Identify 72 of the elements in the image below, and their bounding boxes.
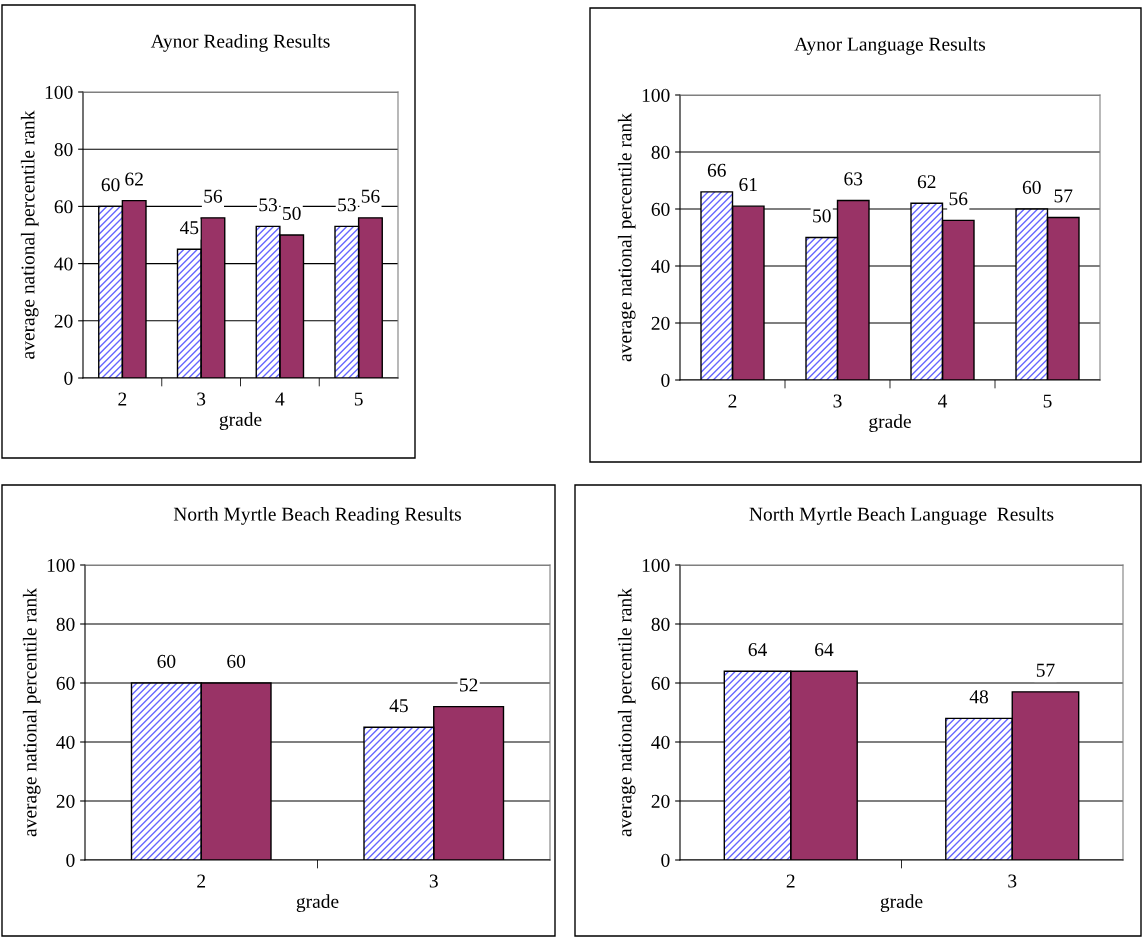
data-label: 56 (949, 192, 968, 206)
data-label: 53 (338, 198, 356, 212)
data-label: 66 (707, 163, 726, 177)
y-tick-label: 20 (54, 314, 73, 328)
x-tick-label: 2 (118, 392, 127, 406)
chart-title: North Myrtle Beach Language Results (749, 507, 1054, 525)
x-axis-title: grade (219, 412, 262, 430)
x-axis-title: grade (869, 414, 911, 432)
y-tick-label: 0 (661, 373, 670, 387)
data-label: 64 (748, 643, 767, 657)
data-label: 53 (259, 198, 278, 212)
y-tick-label: 80 (56, 617, 75, 631)
x-tick-label: 3 (833, 394, 842, 408)
y-tick-label: 100 (47, 558, 75, 572)
x-tick-label: 5 (1043, 394, 1052, 408)
x-tick-label: 3 (197, 392, 206, 406)
x-tick-label: 4 (275, 392, 285, 406)
data-label: 62 (125, 172, 143, 186)
y-tick-label: 80 (651, 145, 670, 159)
y-tick-label: 40 (56, 735, 75, 749)
x-tick-label: 2 (197, 874, 206, 888)
y-axis-title: average national percentile rank (22, 588, 41, 837)
data-label: 62 (917, 175, 936, 189)
y-axis-title: average national percentile rank (20, 110, 39, 359)
data-label: 45 (179, 221, 199, 235)
data-label: 60 (101, 178, 120, 192)
y-tick-label: 20 (651, 794, 670, 808)
y-tick-label: 20 (651, 316, 670, 330)
y-tick-label: 80 (54, 143, 73, 157)
x-tick-label: 3 (1008, 874, 1017, 888)
data-label: 56 (204, 189, 223, 203)
y-tick-label: 0 (64, 371, 73, 385)
chart-title: Aynor Reading Results (150, 34, 330, 52)
chart-title: Aynor Language Results (794, 37, 986, 55)
x-tick-label: 4 (938, 394, 948, 408)
y-tick-label: 80 (651, 617, 670, 631)
data-label: 57 (1054, 189, 1073, 203)
y-tick-label: 0 (66, 853, 75, 867)
data-label: 57 (1036, 663, 1055, 677)
y-tick-label: 40 (54, 257, 73, 271)
data-label: 60 (227, 654, 246, 668)
data-label: 60 (1022, 180, 1041, 194)
data-label: 56 (361, 189, 380, 203)
y-tick-label: 60 (651, 676, 670, 690)
data-label: 50 (283, 206, 301, 220)
x-axis-title: grade (296, 894, 339, 912)
x-tick-label: 2 (728, 394, 737, 408)
data-label: 64 (815, 643, 834, 657)
y-tick-label: 60 (56, 676, 75, 690)
y-tick-label: 60 (54, 200, 73, 214)
x-tick-label: 5 (354, 392, 363, 406)
data-label: 63 (844, 172, 863, 186)
y-tick-label: 40 (651, 259, 670, 273)
y-axis-title: average national percentile rank (617, 588, 636, 837)
data-label: 52 (460, 678, 478, 692)
x-tick-label: 2 (786, 874, 795, 888)
y-tick-label: 20 (56, 794, 75, 808)
data-label: 45 (389, 699, 408, 713)
y-axis-title: average national percentile rank (617, 113, 636, 362)
y-tick-label: 100 (642, 558, 670, 572)
y-tick-label: 100 (642, 88, 670, 102)
x-tick-label: 3 (429, 874, 438, 888)
data-label: 60 (157, 654, 176, 668)
x-axis-title: grade (880, 894, 923, 912)
y-tick-label: 60 (651, 202, 670, 216)
data-label: 61 (739, 178, 757, 192)
y-tick-label: 0 (661, 853, 670, 867)
y-tick-label: 40 (651, 735, 670, 749)
chart-title: North Myrtle Beach Reading Results (173, 507, 461, 525)
data-label: 48 (969, 690, 989, 704)
data-label: 50 (813, 209, 831, 223)
y-tick-label: 100 (45, 85, 73, 99)
